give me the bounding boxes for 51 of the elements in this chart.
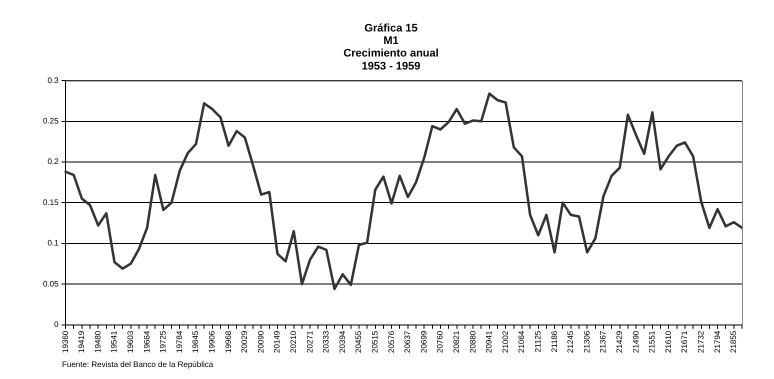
x-tick-label: 20821 [452,330,461,354]
chart-title: Gráfica 15 M1 Crecimiento anual 1953 - 1959 [343,22,439,72]
x-tick-label: 21429 [614,330,624,354]
x-tick-label: 21125 [533,330,542,352]
x-tick-label: 19784 [174,330,184,354]
x-tick-label: 20029 [240,330,250,354]
x-tick-label: 21490 [631,330,640,354]
x-tick-label: 20941 [484,330,494,354]
x-tick-label: 19419 [77,330,86,354]
x-tick-label: 20333 [322,330,331,354]
x-tick-label: 20515 [370,330,380,354]
x-tick-label: 19725 [158,330,168,354]
x-tick-label: 19968 [224,330,233,354]
y-tick-label: 0.1 [47,238,60,248]
x-tick-label: 21245 [566,330,576,354]
x-tick-label: 21306 [582,330,592,354]
x-tick-label: 20760 [436,330,445,354]
x-tick-label: 19480 [93,330,102,354]
x-tick-label: 19845 [191,330,200,354]
x-tick-label: 21551 [648,330,657,354]
x-tick-label: 20576 [386,330,396,354]
x-tick-label: 19603 [126,330,135,354]
x-tick-label: 20637 [403,330,412,354]
y-tick-label: 0.05 [42,279,60,288]
x-tick-label: 19664 [142,330,152,354]
x-tick-label: 20210 [288,330,298,354]
x-tick-label: 21002 [500,330,510,354]
x-tick-label: 19541 [110,330,119,354]
x-tick-label: 20699 [419,330,428,354]
x-tick-label: 20271 [305,330,314,354]
x-tick-label: 21855 [729,330,738,354]
y-tick-label: 0.2 [47,157,60,166]
y-tick-label: 0.3 [47,76,60,85]
x-tick-label: 21671 [680,330,690,354]
x-tick-label: 20090 [256,330,266,354]
y-tick-label: 0.25 [42,116,60,126]
x-tick-label: 21794 [712,330,722,354]
x-tick-label: 21064 [517,330,526,354]
x-tick-label: 20455 [354,330,364,354]
x-tick-label: 19360 [60,330,70,354]
x-tick-label: 20394 [338,330,347,354]
x-tick-label: 19906 [207,330,216,354]
x-tick-label: 21610 [664,330,673,354]
x-tick-label: 20149 [272,330,282,354]
source-note: Fuente: Revista del Banco de la República [62,360,214,370]
x-tick-label: 21186 [550,330,559,352]
x-tick-label: 21367 [598,330,608,354]
x-tick-label: 20880 [468,330,478,354]
x-tick-label: 21732 [696,330,706,354]
y-tick-label: 0 [54,320,60,329]
y-tick-label: 0.15 [42,198,60,207]
